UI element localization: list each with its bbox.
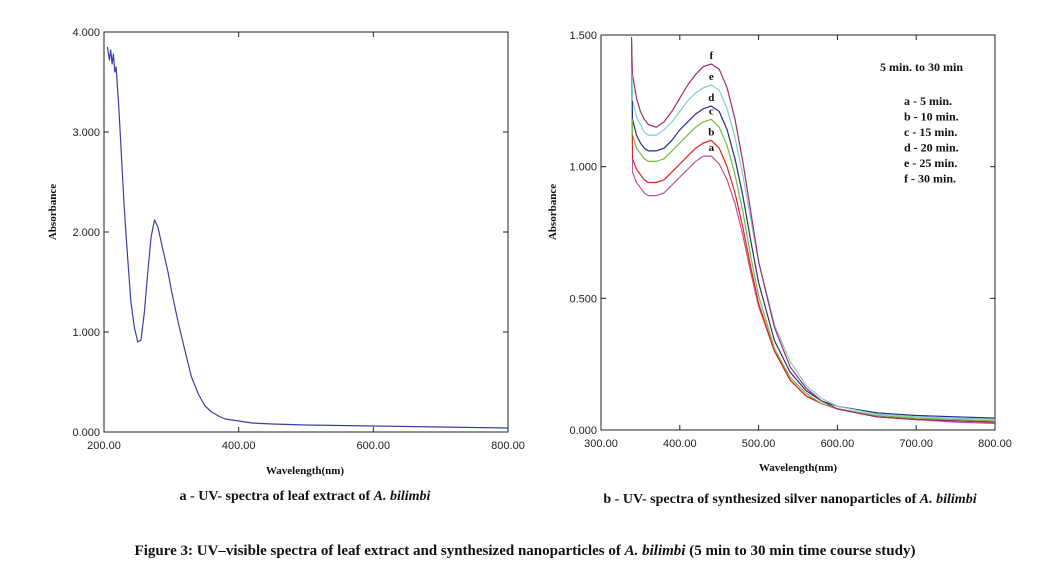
chart-b-caption-species: A. bilimbi	[919, 492, 977, 507]
chart-b-series-line-f	[631, 63, 996, 423]
chart-b-legend: 5 min. to 30 min a - 5 min. b - 10 min.c …	[880, 60, 963, 186]
chart-b-y-tick-label: 0.000	[569, 425, 597, 437]
chart-a-caption-prefix: a - UV- spectra of leaf extract of	[180, 489, 374, 504]
chart-b-curve-label-b: b	[708, 126, 714, 138]
chart-a-y-tick-label: 4.000	[72, 27, 100, 39]
chart-b-caption-prefix: b - UV- spectra of synthesized silver na…	[603, 492, 919, 507]
chart-b-curve-label-a: a	[709, 142, 715, 154]
chart-a-series-line	[106, 46, 509, 429]
chart-b-legend-entry: b - 10 min.	[904, 110, 959, 124]
chart-a-y-axis-label: Absorbance	[47, 184, 59, 240]
chart-b-legend-entry: f - 30 min.	[904, 172, 956, 186]
chart-b-series	[631, 36, 996, 424]
chart-a-caption-species: A. bilimbi	[373, 489, 431, 504]
chart-b-caption: b - UV- spectra of synthesized silver na…	[603, 492, 976, 507]
chart-b-curve-label-f: f	[709, 50, 713, 62]
chart-a-caption: a - UV- spectra of leaf extract of A. bi…	[180, 489, 431, 504]
chart-a-x-tick-label: 200.00	[87, 440, 121, 452]
chart-a-y-tick-label: 2.000	[72, 227, 100, 239]
chart-b-x-ticks: 300.00 400.00 500.00 600.00 700.00 800.00	[584, 35, 1012, 450]
chart-b-legend-entry: a - 5 min.	[904, 94, 952, 108]
chart-b-curve-label-d: d	[708, 92, 714, 104]
chart-a-x-ticks: 200.00 400.00 600.00 800.00	[87, 32, 525, 452]
chart-b-plot-frame	[600, 34, 996, 431]
chart-b-x-tick-label: 700.00	[899, 438, 933, 450]
chart-b-legend-entries: a - 5 min. b - 10 min.c - 15 min. d - 20 m…	[904, 94, 959, 186]
chart-b-legend-entry: c - 15 min.	[904, 125, 957, 139]
chart-a-x-axis-label: Wavelength(nm)	[266, 465, 345, 477]
chart-b-y-tick-label: 1.000	[569, 162, 597, 174]
chart-b-series-line-d	[631, 105, 996, 419]
figure-caption-species: A. bilimbi	[624, 543, 687, 559]
chart-b: 0.000 0.500 1.000 1.500 300.00 400.00 500.00 6…	[547, 30, 1012, 507]
chart-b-y-tick-label: 1.500	[569, 30, 597, 42]
chart-b-x-axis-label: Wavelength(nm)	[759, 462, 838, 474]
chart-b-series-line-e	[631, 84, 996, 421]
chart-a-x-tick-label: 800.00	[491, 440, 525, 452]
chart-b-series-line-c	[631, 118, 996, 422]
chart-b-y-tick-label: 0.500	[569, 293, 597, 305]
chart-a-plot-frame	[103, 31, 509, 433]
chart-a-y-tick-label: 1.000	[72, 327, 100, 339]
chart-a-y-tick-label: 0.000	[72, 427, 100, 439]
chart-a-y-ticks: 0.000 1.000 2.000 3.000 4.000	[72, 27, 508, 439]
chart-b-x-tick-label: 600.00	[821, 438, 855, 450]
chart-b-y-ticks: 0.000 0.500 1.000 1.500	[569, 30, 995, 437]
chart-b-y-axis-label: Absorbance	[547, 184, 559, 240]
figure-caption: Figure 3: UV–visible spectra of leaf ext…	[135, 543, 916, 559]
chart-b-series-spike-f	[631, 36, 634, 75]
figure-caption-prefix: Figure 3: UV–visible spectra of leaf ext…	[135, 543, 625, 559]
chart-b-x-tick-label: 800.00	[978, 438, 1012, 450]
chart-b-curve-label-e: e	[709, 71, 714, 83]
chart-a-y-tick-label: 3.000	[72, 127, 100, 139]
chart-b-legend-title: 5 min. to 30 min	[880, 60, 963, 74]
chart-b-x-tick-label: 300.00	[584, 438, 618, 450]
chart-a-series	[106, 46, 509, 429]
chart-b-x-tick-label: 500.00	[742, 438, 776, 450]
chart-b-curve-label-c: c	[709, 105, 714, 117]
figure-caption-suffix: (5 min to 30 min time course study)	[685, 543, 915, 559]
chart-a-x-tick-label: 400.00	[222, 440, 256, 452]
chart-b-legend-entry: d - 20 min.	[904, 141, 959, 155]
chart-a-x-tick-label: 600.00	[357, 440, 391, 452]
chart-b-series-line-a	[631, 155, 996, 424]
chart-a: 0.000 1.000 2.000 3.000 4.000 200.00 400.00 60…	[47, 27, 525, 504]
chart-b-x-tick-label: 400.00	[663, 438, 697, 450]
chart-b-legend-entry: e - 25 min.	[904, 156, 957, 170]
